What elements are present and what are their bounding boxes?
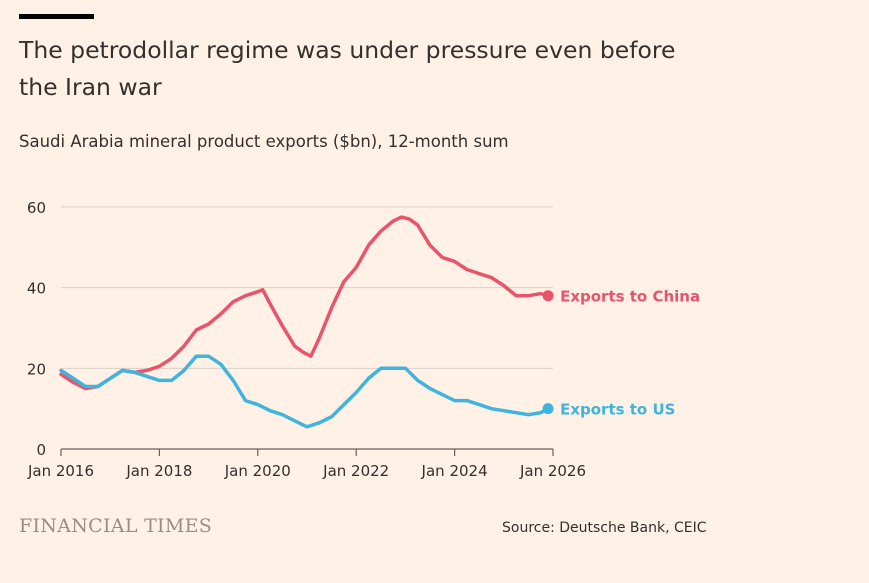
series-label-us: Exports to US [560, 401, 675, 419]
series-end-dot-us [542, 403, 554, 415]
ft-logo: FINANCIAL TIMES [19, 515, 213, 537]
x-tick-label-3: Jan 2022 [322, 462, 389, 480]
x-tick-label-0: Jan 2016 [27, 462, 94, 480]
brand-accent-bar [19, 14, 94, 19]
y-axis-ticks: 0 20 40 60 [27, 199, 46, 459]
chart-title: The petrodollar regime was under pressur… [19, 36, 676, 101]
x-tick-label-5: Jan 2026 [519, 462, 586, 480]
series-lines [59, 215, 554, 429]
y-tick-label-0: 0 [36, 441, 46, 459]
chart-subtitle: Saudi Arabia mineral product exports ($b… [19, 132, 509, 151]
gridlines [61, 206, 553, 369]
series-labels: Exports to China Exports to US [560, 288, 700, 419]
series-label-china: Exports to China [560, 288, 700, 306]
series-line-us [59, 354, 550, 429]
source-note: Source: Deutsche Bank, CEIC [502, 520, 707, 536]
x-axis: Jan 2016 Jan 2018 Jan 2020 Jan 2022 Jan 2024… [27, 448, 586, 480]
x-tick-label-1: Jan 2018 [125, 462, 192, 480]
x-tick-label-2: Jan 2020 [224, 462, 291, 480]
y-tick-label-60: 60 [27, 199, 46, 217]
series-end-dot-china [542, 290, 554, 302]
y-tick-label-40: 40 [27, 280, 46, 298]
x-tick-label-4: Jan 2024 [421, 462, 488, 480]
series-line-china [59, 215, 550, 391]
y-tick-label-20: 20 [27, 360, 46, 378]
